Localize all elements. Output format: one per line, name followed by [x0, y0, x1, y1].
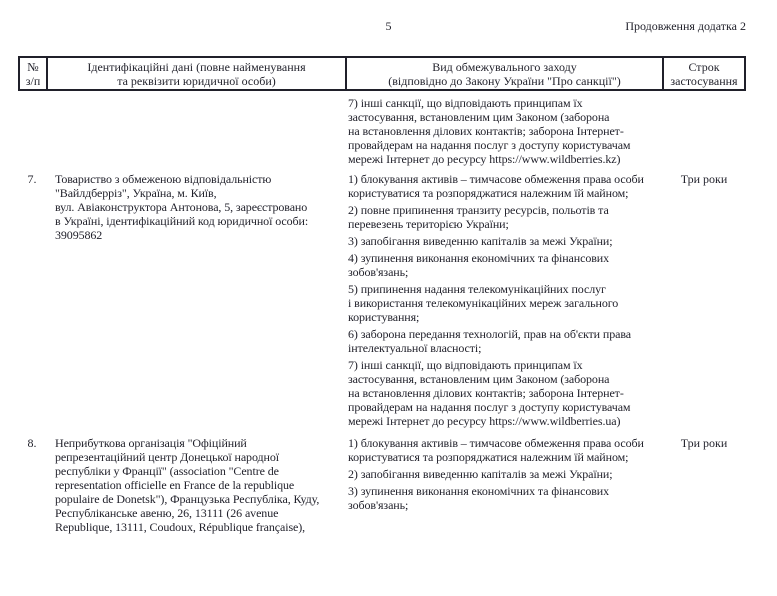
appendix-continuation-label: Продовження додатка 2 [625, 19, 746, 33]
measure-item: 7) інші санкції, що відповідають принцип… [348, 358, 631, 428]
sanctions-table: № з/п Ідентифікаційні дані (повне наймен… [18, 56, 746, 534]
identity-cell: Товариство з обмеженою відповідальністю … [55, 172, 309, 242]
measure-item: 6) заборона передання технологій, прав н… [348, 327, 631, 355]
measures-cell: 1) блокування активів – тимчасове обмеже… [345, 172, 662, 428]
identity-cell: Неприбуткова організація "Офіційний репр… [55, 436, 320, 534]
column-header-measure: Вид обмежувального заходу (відповідно до… [345, 58, 662, 89]
empty-cell [46, 96, 345, 166]
table-row-entry-8: 8. Неприбуткова організація "Офіційний р… [18, 436, 746, 534]
page-header: 5 Продовження додатка 2 [0, 19, 777, 33]
measure-item: 2) повне припинення транзиту ресурсів, п… [348, 203, 609, 231]
table-row-entry-7: 7. Товариство з обмеженою відповідальніс… [18, 172, 746, 428]
measure-item: 1) блокування активів – тимчасове обмеже… [348, 172, 644, 200]
term-cell: Три роки [680, 436, 728, 450]
measures-cell: 1) блокування активів – тимчасове обмеже… [345, 436, 662, 534]
term-cell: Три роки [680, 172, 728, 186]
measure-item: 3) зупинення виконання економічних та фі… [348, 484, 610, 512]
table-row-carryover: 7) інші санкції, що відповідають принцип… [18, 96, 746, 166]
measures-cell: 7) інші санкції, що відповідають принцип… [345, 96, 662, 166]
row-number: 8. [27, 436, 37, 450]
column-header-number: № з/п [18, 58, 46, 89]
empty-cell [18, 96, 46, 166]
measure-item: 2) запобігання виведенню капіталів за ме… [348, 467, 613, 481]
measure-item: 3) запобігання виведенню капіталів за ме… [348, 234, 613, 248]
row-number: 7. [27, 172, 37, 186]
empty-cell [662, 96, 746, 166]
column-header-identity: Ідентифікаційні дані (повне найменування… [46, 58, 345, 89]
column-header-term: Строк застосування [662, 58, 746, 89]
measure-item: 4) зупинення виконання економічних та фі… [348, 251, 610, 279]
measure-item: 5) припинення надання телекомунікаційних… [348, 282, 619, 324]
measure-item: 7) інші санкції, що відповідають принцип… [348, 96, 631, 166]
table-header-row: № з/п Ідентифікаційні дані (повне наймен… [18, 56, 746, 91]
measure-item: 1) блокування активів – тимчасове обмеже… [348, 436, 644, 464]
page-number: 5 [385, 19, 392, 33]
